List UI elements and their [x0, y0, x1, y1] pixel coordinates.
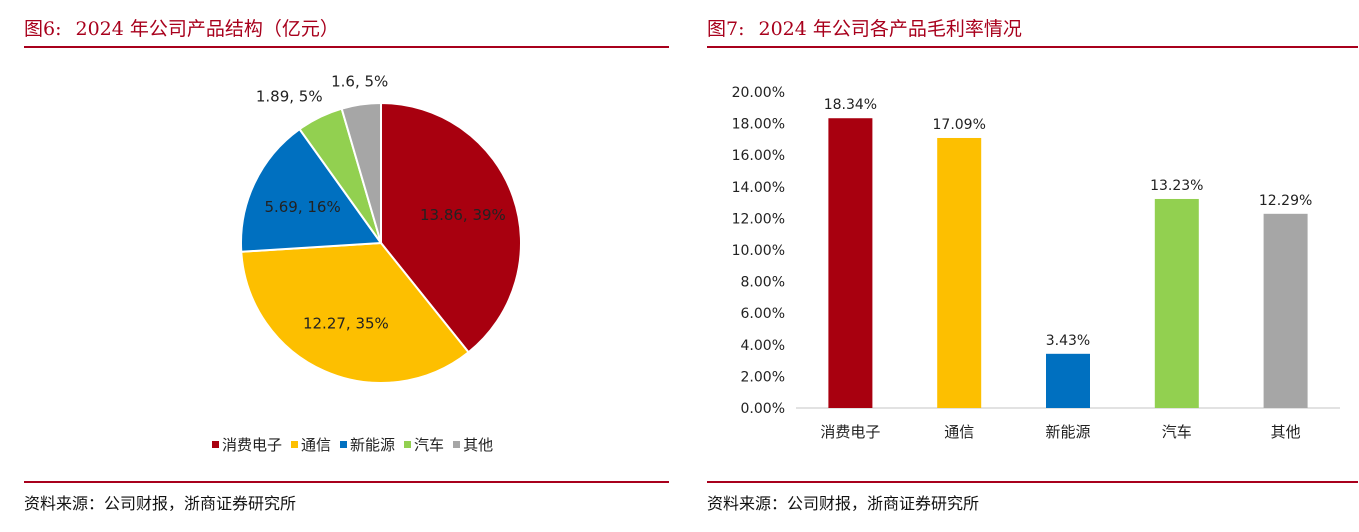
pie-data-label: 5.69, 16%	[264, 198, 340, 216]
x-category-label: 其他	[1271, 423, 1301, 441]
y-tick-label: 2.00%	[741, 369, 785, 385]
bar-data-label: 17.09%	[933, 117, 986, 133]
y-tick-label: 0.00%	[741, 401, 785, 417]
title-rule	[707, 46, 1358, 48]
legend-item: 消费电子	[212, 434, 282, 455]
legend-label: 其他	[463, 436, 494, 454]
y-tick-label: 18.00%	[732, 117, 785, 133]
legend-item: 新能源	[340, 434, 395, 455]
x-category-label: 消费电子	[820, 423, 880, 441]
bar	[937, 137, 982, 408]
pie-slice	[380, 101, 522, 354]
pie-chart-panel: 图6: 2024 年公司产品结构（亿元） 13.86, 39% 12.27, 35%…	[0, 0, 672, 532]
y-tick-label: 6.00%	[741, 306, 785, 322]
figure-title: 图6: 2024 年公司产品结构（亿元）	[24, 14, 339, 41]
legend-swatch	[340, 441, 348, 448]
source-note: 资料来源：公司财报，浙商证券研究所	[707, 494, 980, 513]
pie-chart: 13.86, 39% 12.27, 35% 5.69, 16% 1.89, 5% 1.6…	[240, 73, 522, 384]
legend-label: 消费电子	[222, 436, 283, 454]
x-category-label: 新能源	[1045, 423, 1090, 441]
y-tick-label: 12.00%	[732, 211, 785, 227]
pie-slice	[240, 127, 383, 253]
pie-data-label: 1.89, 5%	[256, 88, 323, 106]
legend-item: 汽车	[404, 434, 444, 455]
bar-data-label: 3.43%	[1046, 333, 1090, 349]
pie-legend: 消费电子 通信 新能源 汽车 其他	[212, 434, 493, 455]
legend-swatch	[404, 441, 412, 448]
legend-label: 通信	[301, 436, 332, 454]
title-rule	[24, 46, 669, 48]
bar-data-label: 12.29%	[1259, 193, 1312, 209]
pie-slice	[240, 241, 470, 384]
bar-data-label: 18.34%	[824, 97, 877, 113]
y-tick-label: 4.00%	[741, 338, 785, 354]
legend-item: 通信	[291, 434, 331, 455]
legend-label: 新能源	[350, 436, 396, 454]
source-note: 资料来源：公司财报，浙商证券研究所	[24, 494, 297, 513]
pie-data-label: 12.27, 35%	[303, 314, 389, 332]
legend-label: 汽车	[414, 436, 445, 454]
pie-data-label: 13.86, 39%	[420, 206, 506, 224]
bar	[1046, 353, 1090, 408]
pie-slice	[340, 101, 382, 244]
figure-title-text: 2024 年公司产品结构（亿元）	[75, 18, 339, 40]
pie-data-label: 1.6, 5%	[331, 73, 388, 91]
figure-number: 图7:	[707, 18, 745, 40]
source-rule	[24, 481, 669, 483]
x-category-label: 汽车	[1162, 423, 1192, 441]
y-tick-label: 20.00%	[732, 85, 785, 101]
legend-swatch	[212, 441, 219, 448]
y-tick-label: 10.00%	[732, 243, 785, 259]
y-tick-label: 16.00%	[732, 148, 785, 164]
legend-item: 其他	[453, 434, 493, 455]
y-tick-label: 8.00%	[741, 275, 785, 291]
x-category-label: 通信	[944, 423, 974, 441]
bar	[828, 118, 873, 408]
bar-data-label: 13.23%	[1150, 178, 1203, 194]
bar-chart-panel: 图7: 2024 年公司各产品毛利率情况 0.00% 2.00% 4.00% 6.00%…	[703, 0, 1359, 532]
figure-number: 图6:	[24, 18, 62, 40]
source-rule	[707, 481, 1358, 483]
figure-title-text: 2024 年公司各产品毛利率情况	[758, 18, 1022, 40]
legend-swatch	[291, 441, 299, 448]
y-tick-label: 14.00%	[732, 180, 785, 196]
bar-chart: 0.00% 2.00% 4.00% 6.00% 8.00% 10.00% 12.00% 14.…	[732, 85, 1340, 441]
figure-title: 图7: 2024 年公司各产品毛利率情况	[707, 14, 1022, 41]
bar	[1154, 198, 1199, 408]
legend-swatch	[453, 441, 461, 448]
bar	[1263, 213, 1308, 408]
